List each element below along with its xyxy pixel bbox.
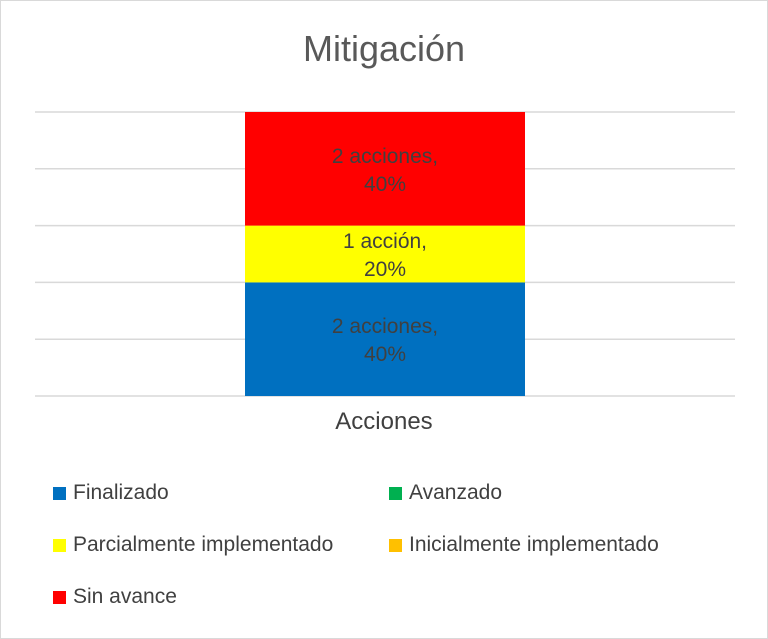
- legend-swatch-sin-avance: [53, 590, 66, 604]
- data-labels: 2 acciones, 40% 1 acción, 20% 2 acciones, 40%: [332, 145, 438, 366]
- bars: [245, 112, 525, 396]
- x-axis-category-label: Acciones: [335, 408, 432, 435]
- legend-item-avanzado: Avanzado: [389, 481, 502, 505]
- bar-segment-finalizado: [245, 282, 525, 396]
- legend-label-avanzado: Avanzado: [409, 481, 503, 504]
- legend-item-finalizado: Finalizado: [53, 481, 169, 505]
- legend-item-inicialmente: Inicialmente implementado: [389, 533, 659, 557]
- legend-row-2: Parcialmente implementado Inicialmente i…: [53, 533, 753, 585]
- legend-row-1: Finalizado Avanzado: [53, 481, 753, 533]
- legend: Finalizado Avanzado Parcialmente impleme…: [53, 481, 753, 637]
- legend-swatch-finalizado: [53, 486, 66, 500]
- chart-title: Mitigación: [303, 28, 465, 69]
- legend-label-inicialmente: Inicialmente implementado: [409, 533, 659, 556]
- chart-svg: Mitigación 2 acciones, 40%1 acción, 20%2 a…: [35, 28, 735, 435]
- legend-swatch-avanzado: [389, 486, 402, 500]
- legend-swatch-parcialmente: [53, 538, 66, 552]
- legend-label-sin-avance: Sin avance: [73, 585, 177, 608]
- legend-item-parcialmente: Parcialmente implementado: [53, 533, 333, 557]
- legend-swatch-inicialmente: [389, 538, 402, 552]
- data-label-parcialmente-implementado: 1 acción, 20%: [343, 230, 427, 281]
- legend-item-sin-avance: Sin avance: [53, 585, 177, 609]
- legend-row-3: Sin avance: [53, 585, 753, 637]
- data-label-sin-avance: 2 acciones, 40%: [332, 145, 438, 196]
- legend-label-parcialmente: Parcialmente implementado: [73, 533, 334, 556]
- data-label-finalizado: 2 acciones, 40%: [332, 315, 438, 366]
- bar-segment-sin-avance: [245, 112, 525, 226]
- bar-segment-parcialmente-implementado: [245, 225, 525, 283]
- legend-label-finalizado: Finalizado: [73, 481, 169, 504]
